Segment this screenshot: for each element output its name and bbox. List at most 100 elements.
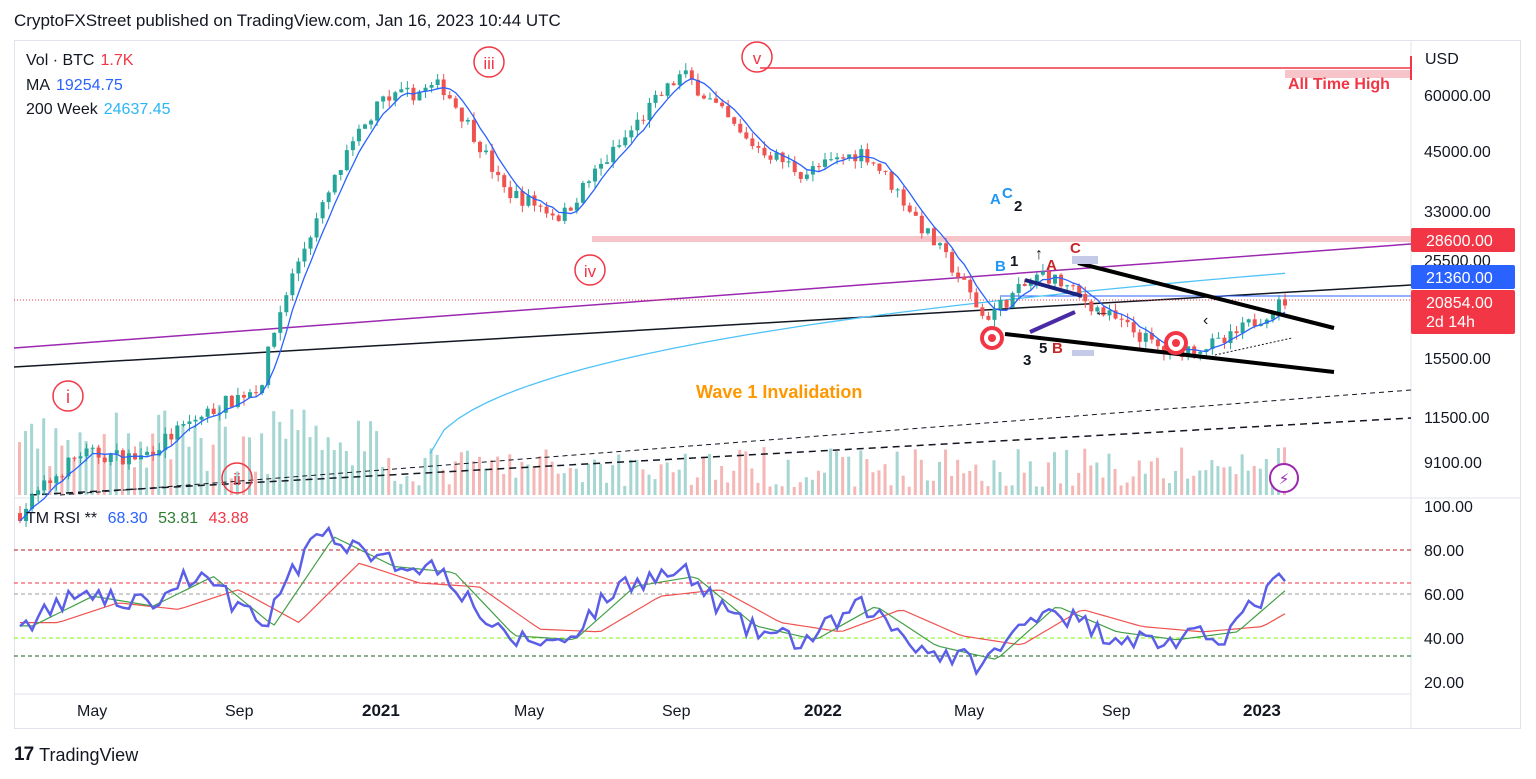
- legend-rsi-v1: 68.30: [107, 510, 148, 527]
- candle-body: [1222, 337, 1227, 344]
- volume-bar: [1149, 461, 1153, 495]
- volume-bar: [907, 486, 911, 495]
- candle-body: [1270, 313, 1275, 320]
- volume-bar: [1161, 478, 1165, 495]
- candle-body: [114, 450, 119, 454]
- candle-body: [60, 476, 65, 478]
- volume-bar: [859, 450, 863, 495]
- candle-body: [829, 159, 834, 161]
- volume-bar: [447, 484, 451, 495]
- legend-ma-label: MA: [26, 77, 50, 94]
- svg-text:⚡: ⚡: [1279, 471, 1290, 488]
- candle-body: [108, 453, 113, 462]
- candle-body: [865, 149, 870, 163]
- volume-bar: [520, 461, 524, 495]
- volume-bar: [780, 486, 784, 495]
- wave-label-5: 5: [1039, 340, 1047, 357]
- volume-bar: [841, 457, 845, 495]
- candle-body: [919, 215, 924, 234]
- volume-bar: [1186, 478, 1190, 495]
- volume-bar: [877, 470, 881, 495]
- volume-bar: [78, 432, 82, 495]
- svg-text:iii: iii: [483, 54, 494, 73]
- volume-bar: [1168, 483, 1171, 495]
- volume-bar: [356, 420, 360, 495]
- support-zone-28600: [592, 236, 1411, 242]
- price-candles: [18, 63, 1287, 527]
- candle-body: [980, 307, 985, 316]
- volume-bar: [562, 473, 566, 495]
- candle-body: [871, 162, 876, 164]
- volume-bar: [1071, 485, 1075, 495]
- volume-bar: [514, 477, 518, 495]
- volume-bar: [726, 482, 730, 495]
- candle-body: [623, 137, 628, 146]
- candle-body: [659, 94, 664, 96]
- candle-body: [290, 273, 295, 296]
- volume-bar: [435, 454, 439, 495]
- volume-bar: [1228, 466, 1232, 495]
- volume-bar: [599, 463, 603, 495]
- volume-bar: [1234, 474, 1238, 495]
- volume-bar: [1240, 454, 1244, 495]
- candle-body: [363, 124, 367, 129]
- lightning-icon[interactable]: ⚡: [1269, 463, 1299, 493]
- candle-body: [786, 161, 791, 163]
- volume-bar: [18, 442, 21, 495]
- svg-text:v: v: [753, 49, 762, 68]
- candle-body: [798, 172, 803, 179]
- candle-body: [708, 98, 712, 100]
- candle-body: [405, 87, 410, 90]
- candle-body: [453, 98, 458, 108]
- legend-ma-value: 19254.75: [56, 77, 123, 94]
- volume-bar: [459, 452, 463, 495]
- candle-body: [629, 130, 634, 138]
- candle-body: [96, 447, 101, 458]
- volume-bar: [1016, 449, 1020, 495]
- volume-bar: [429, 448, 433, 495]
- volume-bar: [611, 465, 615, 495]
- chart-frame[interactable]: [14, 40, 1521, 729]
- candle-body: [381, 96, 386, 102]
- legend-volume[interactable]: Vol · BTC 1.7K: [26, 52, 133, 70]
- candle-body: [1276, 299, 1281, 314]
- candle-body: [780, 152, 785, 163]
- volume-bar: [889, 485, 893, 495]
- candle-body: [689, 70, 694, 80]
- ma-200-week-line: [429, 272, 1286, 454]
- volume-bar: [90, 447, 94, 495]
- volume-bar: [211, 444, 215, 495]
- candle-body: [1228, 331, 1233, 344]
- tradingview-footer[interactable]: 17 TradingView: [14, 744, 138, 766]
- volume-bar: [296, 430, 300, 495]
- volume-bar: [695, 477, 699, 495]
- wave-label-1: 1: [1010, 253, 1018, 270]
- volume-bar: [145, 467, 149, 495]
- candle-body: [593, 168, 597, 182]
- candle-body: [762, 147, 767, 156]
- time-label: May: [514, 703, 544, 720]
- volume-bar: [387, 457, 391, 495]
- legend-rsi[interactable]: TM RSI ** 68.30 53.81 43.88: [26, 510, 249, 528]
- volume-bar: [1107, 453, 1111, 495]
- candle-body: [1089, 301, 1094, 312]
- volume-bar: [1022, 472, 1026, 495]
- legend-ma[interactable]: MA 19254.75: [26, 77, 123, 95]
- candle-body: [550, 213, 555, 216]
- legend-200-week-value: 24637.45: [103, 101, 171, 118]
- volume-bar: [732, 470, 736, 495]
- volume-bar: [260, 433, 264, 495]
- volume-bar: [992, 460, 996, 495]
- volume-bar: [417, 485, 421, 495]
- wedge-upper: [1077, 261, 1335, 330]
- volume-bar: [925, 480, 929, 495]
- volume-bar: [944, 449, 948, 495]
- volume-bar: [1004, 485, 1008, 495]
- legend-200-week[interactable]: 200 Week 24637.45: [26, 101, 170, 119]
- candle-body: [720, 102, 725, 107]
- candle-body: [175, 425, 180, 440]
- volume-bar: [550, 461, 554, 495]
- candle-body: [768, 155, 773, 160]
- arrow-left-icon: ‹: [1203, 312, 1208, 329]
